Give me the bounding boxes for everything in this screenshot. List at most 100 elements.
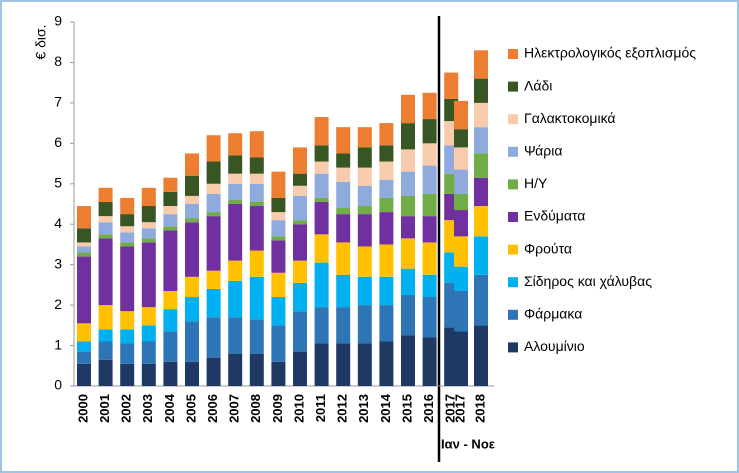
bar-segment	[454, 290, 468, 332]
bar-segment	[271, 220, 286, 237]
bar-segment	[98, 359, 113, 386]
legend-swatch	[508, 49, 518, 59]
bar-segment	[357, 276, 372, 306]
y-tick-label: 3	[54, 255, 62, 271]
bar-segment	[293, 224, 307, 261]
bar-segment	[271, 212, 286, 221]
bar-segment	[336, 127, 351, 154]
bar-segment	[401, 268, 415, 295]
bar-segment	[163, 331, 178, 362]
x-tick-label: 2003	[140, 394, 155, 423]
legend-label: Η/Υ	[524, 175, 548, 191]
legend-swatch	[508, 212, 518, 222]
bar-segment	[77, 252, 91, 257]
bar-segment	[98, 234, 113, 239]
bar-segment	[379, 305, 394, 342]
bar-segment	[98, 238, 113, 306]
bar-segment	[293, 195, 307, 221]
bar-segment	[336, 274, 351, 308]
bar-segment	[271, 361, 286, 386]
bar-segment	[271, 240, 286, 273]
bar-segment	[228, 183, 243, 200]
bar-segment	[206, 135, 221, 162]
bar-segment	[206, 193, 221, 213]
legend-label: Φάρμακα	[524, 306, 582, 322]
bar-segment	[454, 193, 468, 211]
bar-segment	[185, 175, 199, 196]
bar-segment	[163, 206, 178, 215]
legend-label: Γαλακτοκομικά	[524, 110, 616, 126]
bar-segment	[249, 206, 264, 251]
bar-segment	[293, 260, 307, 283]
bar-segment	[228, 260, 243, 281]
bar-segment	[271, 171, 286, 198]
bar-segment	[454, 266, 468, 291]
bar-segment	[206, 216, 221, 271]
bar-segment	[314, 201, 329, 235]
bar-segment	[336, 208, 351, 215]
bar-segment	[249, 319, 264, 354]
bar-segment	[474, 206, 488, 237]
x-tick-label: 2012	[335, 394, 350, 423]
bar-segment	[474, 274, 488, 326]
period-note: Ιαν - Νοε	[441, 436, 495, 451]
bar-segment	[379, 341, 394, 386]
bar-segment	[98, 329, 113, 342]
bar-segment	[379, 145, 394, 162]
bar-segment	[249, 131, 264, 158]
bar-segment	[249, 157, 264, 174]
bar-segment	[77, 256, 91, 324]
bar-segment	[228, 204, 243, 261]
bar-segment	[163, 361, 178, 386]
legend-swatch	[508, 277, 518, 288]
x-tick-label: 2001	[97, 394, 112, 423]
bar-segment	[401, 94, 415, 124]
bar-segment	[228, 317, 243, 354]
bar-segment	[401, 295, 415, 336]
y-tick-label: 8	[54, 53, 62, 69]
bar-segment	[185, 153, 199, 176]
x-tick-label: 2010	[291, 394, 306, 423]
bar-segment	[141, 363, 156, 386]
x-tick-label: 2014	[378, 393, 393, 423]
bar-segment	[444, 72, 459, 99]
bar-segment	[228, 133, 243, 156]
bar-segment	[141, 307, 156, 326]
legend-swatch	[508, 309, 518, 320]
bar-segment	[336, 343, 351, 386]
bar-segment	[77, 228, 91, 243]
bar-segment	[185, 297, 199, 322]
x-tick-label: 2004	[162, 393, 177, 423]
bar-segment	[336, 167, 351, 182]
bar-segment	[293, 220, 307, 225]
bar-segment	[454, 129, 468, 148]
bar-segment	[379, 276, 394, 306]
bar-segment	[163, 177, 178, 192]
bar-segment	[249, 250, 264, 277]
bar-segment	[422, 193, 437, 217]
bar-segment	[379, 161, 394, 180]
bar-segment	[77, 323, 91, 342]
bar-segment	[120, 214, 135, 227]
bar-segment	[185, 222, 199, 277]
bar-segment	[163, 309, 178, 332]
bar-segment	[271, 236, 286, 241]
bar-segment	[141, 187, 156, 207]
bar-segment	[120, 232, 135, 243]
bar-segment	[454, 236, 468, 267]
bar-segment	[379, 212, 394, 245]
y-tick-label: 9	[54, 13, 62, 29]
bar-segment	[249, 276, 264, 320]
bar-segment	[293, 185, 307, 196]
bar-segment	[379, 244, 394, 277]
bar-segment	[422, 165, 437, 194]
bar-segment	[120, 246, 135, 312]
bar-segment	[163, 191, 178, 207]
bar-segment	[98, 305, 113, 330]
bar-segment	[185, 361, 199, 386]
x-tick-label: 2006	[205, 394, 220, 423]
legend-swatch	[508, 146, 518, 157]
legend-swatch	[508, 179, 518, 190]
bar-segment	[357, 147, 372, 168]
